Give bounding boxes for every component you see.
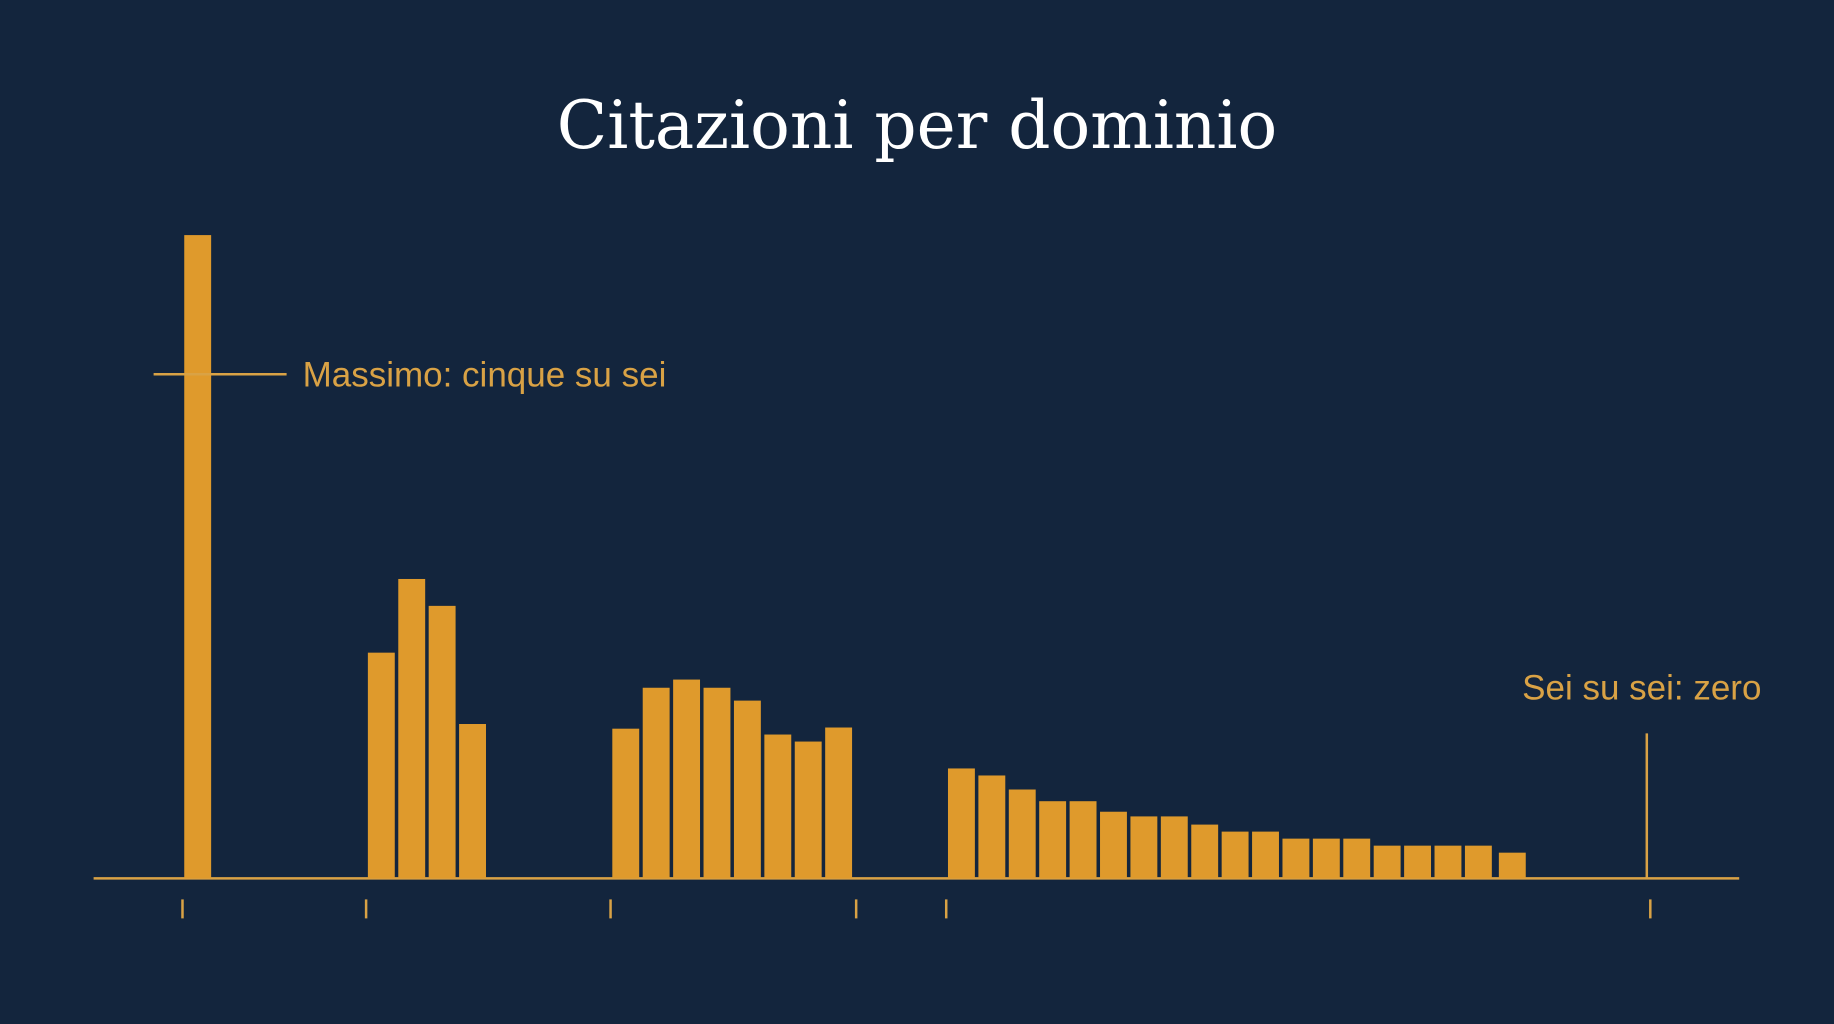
bar — [1221, 831, 1249, 879]
bar — [1008, 789, 1036, 879]
bar — [1434, 845, 1462, 879]
bar — [1404, 845, 1432, 879]
bar — [1069, 801, 1097, 879]
bar — [978, 775, 1006, 879]
bar — [1191, 824, 1219, 879]
bar — [1130, 816, 1158, 879]
bar — [1498, 852, 1526, 879]
bar — [367, 652, 395, 879]
annotation: Sei su sei: zero — [1522, 668, 1761, 707]
bar — [733, 700, 761, 879]
bar — [642, 687, 670, 879]
bar — [612, 728, 640, 879]
bar — [184, 235, 212, 879]
bar — [1100, 811, 1127, 879]
bar — [428, 605, 456, 879]
bar — [673, 679, 701, 879]
bar — [764, 734, 792, 879]
bar — [459, 724, 486, 879]
bar — [794, 741, 822, 879]
bar — [1252, 831, 1279, 879]
bar — [398, 578, 426, 879]
bar — [1464, 845, 1492, 879]
bar — [947, 768, 975, 879]
bar — [703, 687, 731, 879]
annotation: Massimo: cinque su sei — [303, 355, 667, 394]
bar — [825, 727, 853, 879]
bar — [1039, 801, 1067, 879]
bar — [1312, 838, 1340, 879]
bar — [1373, 845, 1401, 879]
bar — [1282, 838, 1310, 879]
bar — [1343, 838, 1371, 879]
bar — [1160, 816, 1188, 879]
chart-title: Citazioni per dominio — [557, 87, 1278, 164]
